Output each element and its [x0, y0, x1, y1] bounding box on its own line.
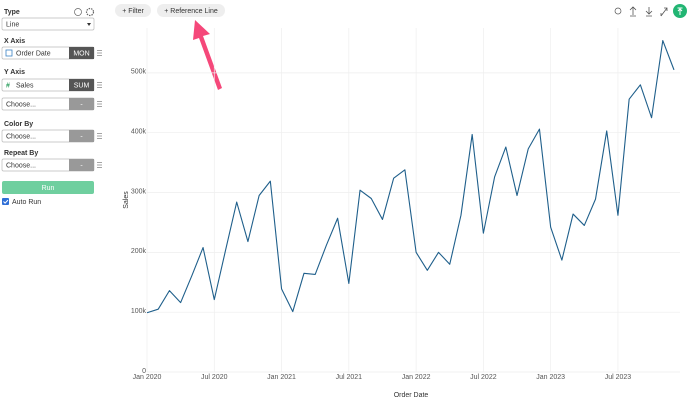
run-label: Run: [42, 185, 55, 192]
repeat-by-btn: -: [80, 162, 83, 169]
x-tick-label: Jul 2020: [201, 374, 228, 381]
settings-icon[interactable]: [85, 7, 95, 17]
color-by-btn: -: [80, 133, 83, 140]
menu-icon[interactable]: [97, 101, 102, 107]
y-axis-label: Y Axis: [4, 69, 25, 76]
download-icon[interactable]: [645, 7, 653, 17]
menu-icon[interactable]: [97, 133, 102, 139]
filter-button[interactable]: [115, 4, 151, 17]
repeat-by-value: Choose...: [6, 162, 36, 169]
y-tick-label: 100k: [131, 308, 147, 315]
calendar-icon: [5, 49, 13, 57]
menu-icon[interactable]: [97, 50, 102, 56]
x-tick-label: Jul 2023: [605, 374, 632, 381]
comment-icon[interactable]: [614, 7, 622, 15]
y-extra: Choose...: [6, 101, 36, 108]
y-agg-button[interactable]: [69, 79, 94, 91]
reference-line-label: + Reference Line: [164, 8, 218, 15]
repeat-by-button[interactable]: [69, 159, 94, 171]
x-axis-title: Order Date: [394, 392, 429, 399]
y-tick-label: 200k: [131, 248, 147, 255]
dropdown-arrow: [87, 23, 91, 26]
x-axis-field-name: Order Date: [16, 50, 51, 57]
run-button[interactable]: [2, 181, 94, 194]
type-value: Line: [6, 21, 19, 28]
color-by-value: Choose...: [6, 133, 36, 140]
x-axis-label: X Axis: [4, 38, 25, 45]
expand-icon[interactable]: [660, 7, 668, 17]
pin-icon: [677, 7, 683, 15]
menu-icon[interactable]: [97, 82, 102, 88]
share-icon[interactable]: [629, 6, 637, 17]
x-tick-label: Jul 2022: [470, 374, 497, 381]
type-select[interactable]: [1, 17, 95, 31]
plot: 0 100k 200k 300k 400k 500k Jan 2020 Jul 2020 Jan…: [131, 28, 680, 381]
y-tick-label: 0: [142, 368, 146, 375]
y-tick-label: 300k: [131, 188, 147, 195]
color-by-button[interactable]: [69, 130, 94, 142]
reference-line-button[interactable]: [157, 4, 225, 17]
x-agg: MON: [73, 50, 89, 57]
y-agg: SUM: [74, 82, 90, 89]
x-tick-label: Jul 2021: [336, 374, 363, 381]
filter-label: + Filter: [122, 8, 144, 15]
y-axis-field-name: Sales: [16, 82, 34, 89]
y-tick-label: 500k: [131, 69, 147, 76]
x-tick-label: Jan 2021: [267, 374, 296, 381]
y-axis-title: Sales: [123, 191, 130, 209]
x-tick-label: Jan 2023: [536, 374, 565, 381]
y-extra-button[interactable]: [69, 98, 94, 110]
x-agg-button[interactable]: [69, 47, 94, 59]
y-tick-label: 400k: [131, 129, 147, 136]
menu-icon[interactable]: [97, 162, 102, 168]
number-icon: #: [6, 82, 10, 89]
repeat-by-label: Repeat By: [4, 150, 38, 157]
help-icon[interactable]: [74, 8, 82, 16]
annotation-arrow: [193, 20, 222, 90]
y-extra-btn: -: [80, 101, 83, 108]
x-tick-label: Jan 2022: [402, 374, 431, 381]
line-series: [146, 40, 675, 314]
auto-run-checkbox[interactable]: [2, 198, 9, 205]
auto-run-label: Auto Run: [12, 199, 41, 206]
check: [3, 199, 9, 204]
color-by-label: Color By: [4, 121, 33, 128]
type-label: Type: [4, 9, 20, 16]
x-tick-label: Jan 2020: [133, 374, 162, 381]
